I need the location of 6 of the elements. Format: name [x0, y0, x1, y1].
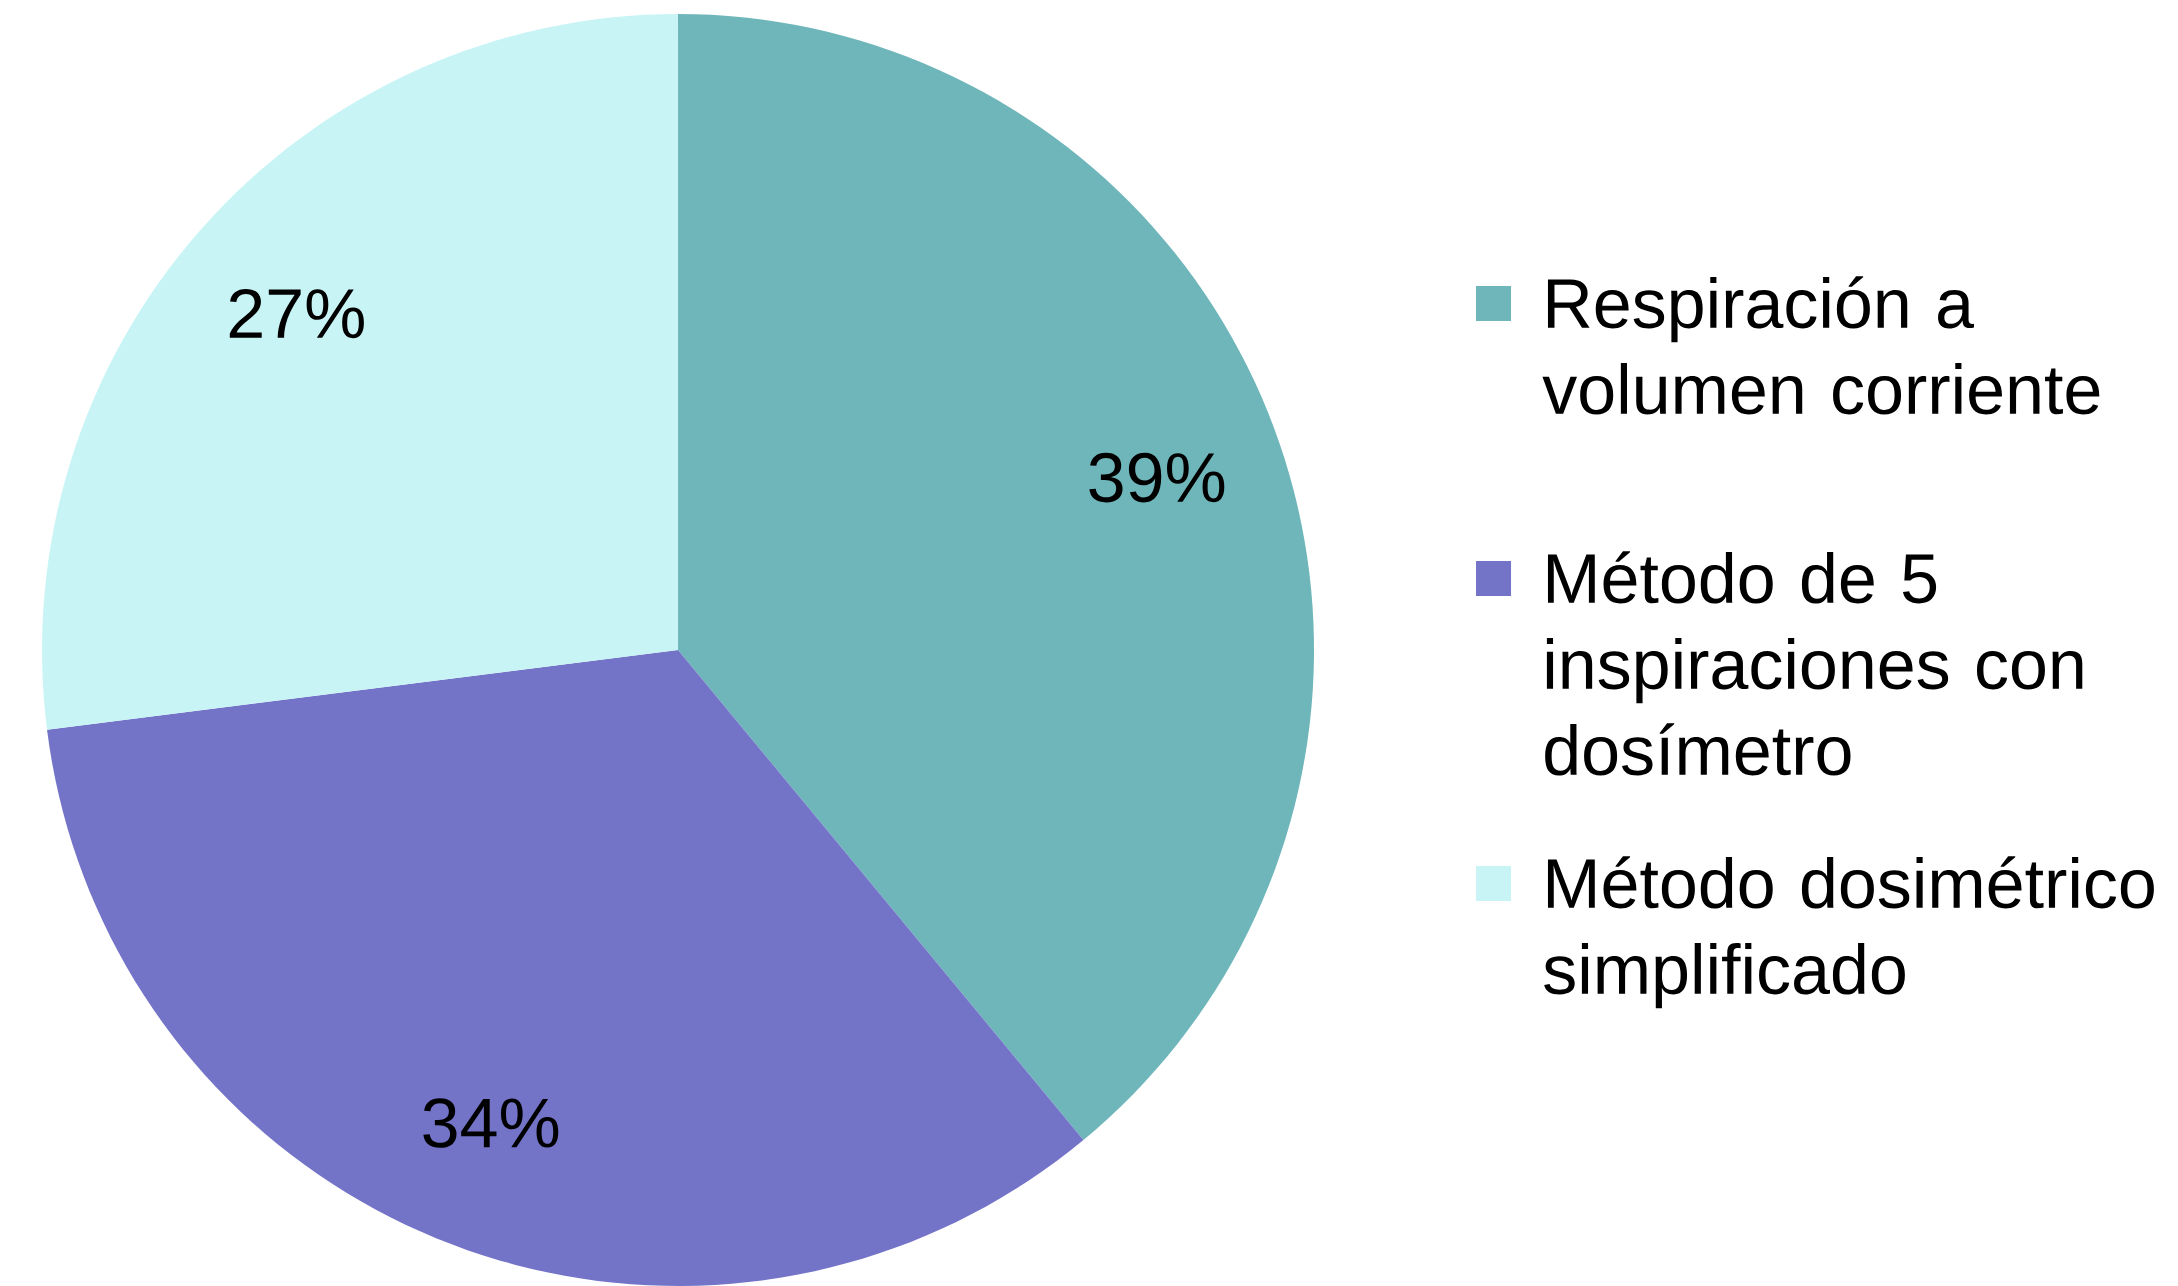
data-label: 27% — [229, 288, 364, 339]
legend-label: Método de 5 inspiraciones con dosímetro — [1545, 551, 2083, 776]
data-label: 34% — [423, 1098, 559, 1148]
data-label: 39% — [1089, 452, 1225, 503]
legend-label: Método dosimétrico simplificado — [1544, 856, 2154, 1009]
legend-label: Respiración a volumen corriente — [1542, 276, 2100, 415]
